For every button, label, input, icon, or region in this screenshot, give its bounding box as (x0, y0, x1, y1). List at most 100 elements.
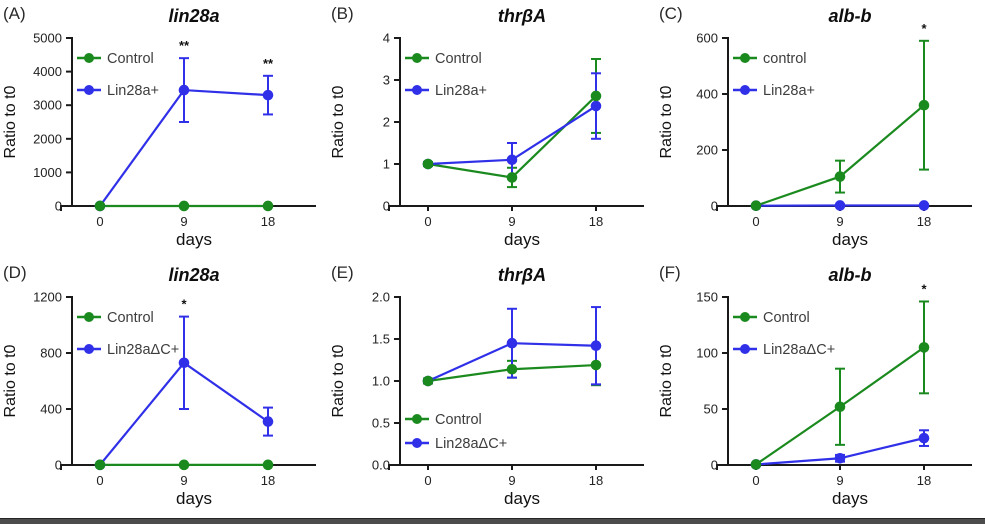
panel-d: (D) lin28a Ratio to t0 days 0 400 800 1200 0 9 18 *… (0, 259, 328, 518)
x-tick-label: 9 (836, 214, 843, 229)
data-point-marker (918, 99, 930, 111)
panel-letter-label: (B) (331, 4, 354, 23)
y-tick-label: 1 (383, 157, 390, 172)
x-tick-label: 0 (424, 473, 431, 488)
panel-title: lin28a (168, 265, 219, 285)
y-tick-label: 0 (711, 458, 718, 473)
legend-label: Control (107, 51, 154, 67)
y-axis-label: Ratio to t0 (330, 344, 347, 417)
panel-letter-label: (E) (331, 263, 354, 282)
legend-swatch-marker (412, 414, 422, 424)
legend-swatch-marker (84, 312, 94, 322)
panel-title: lin28a (168, 6, 219, 26)
data-point-marker (590, 340, 602, 352)
significance-label: * (921, 21, 927, 36)
significance-label: * (921, 281, 927, 296)
data-point-marker (506, 363, 518, 375)
x-axis (388, 464, 644, 470)
legend-label: Control (435, 51, 482, 67)
y-axis-label: Ratio to t0 (2, 344, 19, 417)
data-point-marker (262, 89, 274, 101)
x-tick-label: 9 (508, 473, 515, 488)
y-tick-label: 0.0 (372, 458, 390, 473)
data-point-marker (750, 459, 762, 470)
legend-swatch-marker (740, 85, 750, 95)
y-tick-label: 50 (704, 402, 718, 417)
y-tick-label: 0.5 (372, 416, 390, 431)
panel-chart: (E) thrβA Ratio to t0 days 0.0 0.5 1.0 1.5 2.0 0 9… (330, 263, 644, 508)
panel-chart: (A) lin28a Ratio to t0 days 0 1000 2000 3000 400… (2, 4, 316, 249)
x-tick-label: 18 (589, 473, 603, 488)
y-tick-label: 1.5 (372, 332, 390, 347)
data-point-marker (834, 200, 846, 211)
data-point-marker (834, 401, 846, 413)
legend-label: Control (763, 310, 810, 326)
data-point-marker (506, 154, 518, 166)
panel-chart: (B) thrβA Ratio to t0 days 0 1 2 3 4 0 9 18 Control L… (330, 4, 644, 249)
data-point-marker (918, 200, 930, 211)
panel-chart: (D) lin28a Ratio to t0 days 0 400 800 1200 0 9 18 *… (2, 263, 316, 508)
data-point-marker (750, 200, 762, 212)
x-tick-label: 0 (752, 473, 759, 488)
panel-e: (E) thrβA Ratio to t0 days 0.0 0.5 1.0 1.5 2.0 0 9… (328, 259, 656, 518)
legend-swatch-marker (412, 438, 422, 448)
x-axis-label: days (176, 230, 212, 249)
legend-swatch-marker (84, 344, 94, 354)
x-axis-label: days (504, 489, 540, 508)
x-axis-label: days (832, 489, 868, 508)
panel-title: thrβA (498, 6, 546, 26)
legend-label: Lin28aΔC+ (435, 436, 507, 452)
y-tick-label: 100 (696, 346, 718, 361)
data-point-marker (262, 459, 274, 471)
y-axis-label: Ratio to t0 (330, 85, 347, 158)
panel-f: (F) alb-b Ratio to t0 days 0 50 100 150 0 9 18 * Con… (656, 259, 985, 518)
legend-label: Control (435, 412, 482, 428)
data-point-marker (178, 357, 190, 369)
y-tick-label: 0 (711, 199, 718, 214)
y-tick-label: 400 (40, 402, 62, 417)
y-tick-label: 2.0 (372, 290, 390, 305)
y-tick-label: 1200 (33, 290, 62, 305)
data-point-marker (506, 337, 518, 349)
y-tick-label: 0 (55, 458, 62, 473)
legend-swatch-marker (740, 344, 750, 354)
data-point-marker (918, 342, 930, 353)
x-tick-label: 18 (261, 214, 275, 229)
data-point-marker (918, 432, 930, 444)
x-tick-label: 0 (752, 214, 759, 229)
legend-label: Lin28a+ (763, 83, 815, 99)
panel-letter-label: (C) (659, 4, 683, 23)
data-point-marker (590, 90, 602, 102)
y-tick-label: 4000 (33, 64, 62, 79)
legend-swatch-marker (84, 85, 94, 95)
y-tick-label: 1000 (33, 165, 62, 180)
data-point-marker (590, 100, 602, 112)
y-tick-label: 2000 (33, 131, 62, 146)
panel-title: thrβA (498, 265, 546, 285)
y-axis-label: Ratio to t0 (658, 344, 675, 417)
y-tick-label: 600 (696, 31, 718, 46)
legend-swatch-marker (412, 53, 422, 63)
legend-swatch-marker (740, 53, 750, 63)
significance-label: ** (263, 56, 274, 71)
panel-letter-label: (A) (3, 4, 26, 23)
panel-letter-label: (F) (659, 263, 681, 282)
y-axis-label: Ratio to t0 (2, 85, 19, 158)
y-tick-label: 0 (383, 199, 390, 214)
y-tick-label: 3000 (33, 98, 62, 113)
data-point-marker (506, 172, 518, 183)
data-point-marker (262, 200, 274, 212)
legend-label: Lin28aΔC+ (107, 342, 179, 358)
legend-swatch-marker (740, 312, 750, 322)
legend-label: Lin28aΔC+ (763, 342, 835, 358)
x-tick-label: 9 (508, 214, 515, 229)
panel-b: (B) thrβA Ratio to t0 days 0 1 2 3 4 0 9 18 Control L… (328, 0, 656, 259)
x-axis-label: days (176, 489, 212, 508)
data-point-marker (178, 84, 190, 96)
x-tick-label: 9 (836, 473, 843, 488)
panel-title: alb-b (829, 265, 872, 285)
data-point-marker (94, 459, 106, 471)
panel-chart: (C) alb-b Ratio to t0 days 0 200 400 600 0 9 18 * co… (658, 4, 972, 249)
